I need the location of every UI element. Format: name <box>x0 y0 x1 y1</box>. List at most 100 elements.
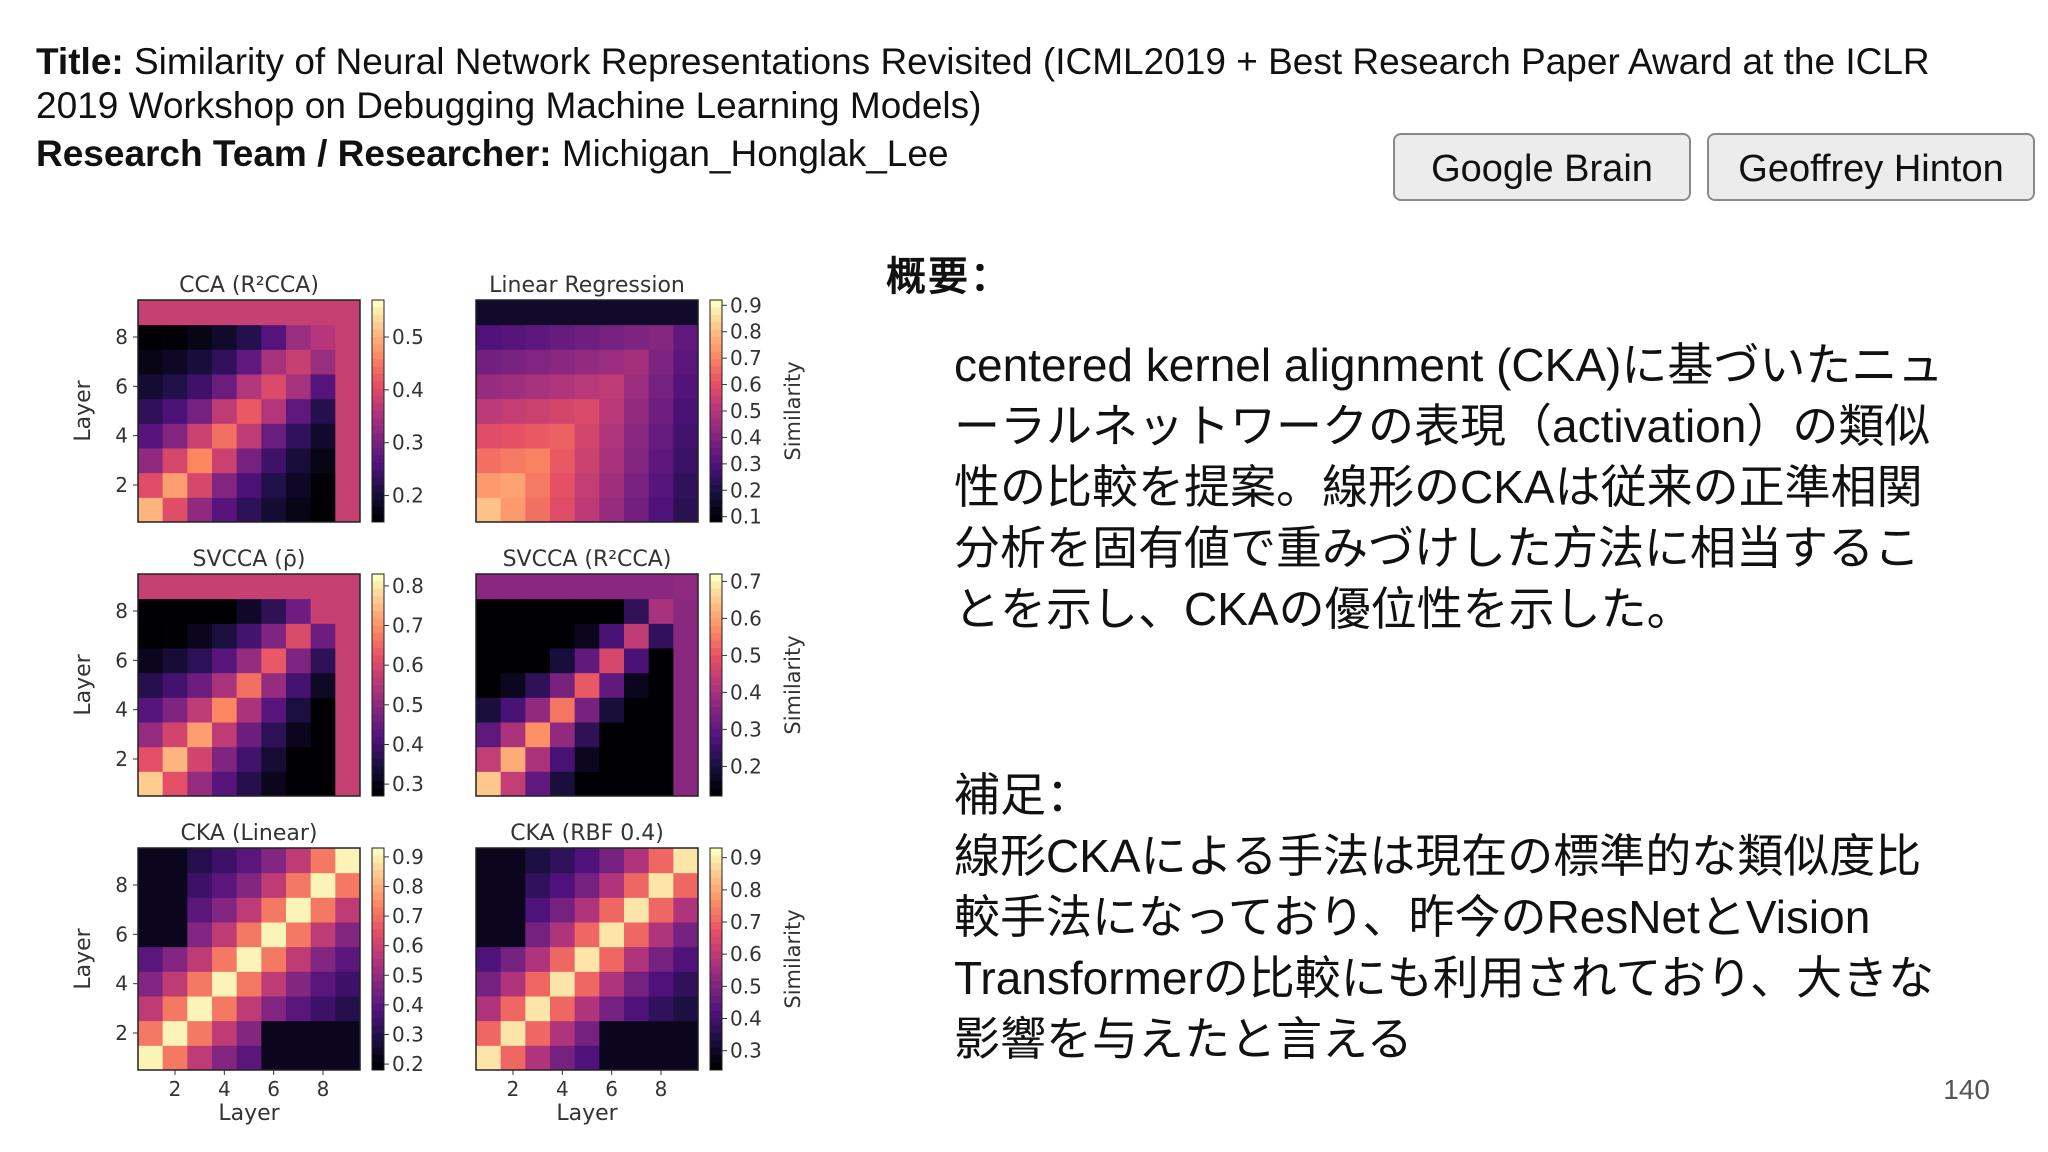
heatmap-cell <box>525 324 551 350</box>
heatmap-cell <box>648 897 674 923</box>
heatmap-cell <box>212 300 238 326</box>
heatmap-cell <box>648 300 674 326</box>
heatmap-title: CKA (RBF 0.4) <box>510 821 664 846</box>
y-tick-label: 8 <box>115 599 128 623</box>
colorbar-segment <box>372 455 384 464</box>
heatmap-frame <box>137 847 361 1071</box>
heatmap-cell <box>525 971 551 997</box>
heatmap-cell <box>624 497 650 523</box>
heatmap-cell <box>236 996 262 1022</box>
heatmap-cell <box>286 497 312 523</box>
researcher-line: Research Team / Researcher: Michigan_Hon… <box>36 133 949 175</box>
heatmap-cell <box>212 697 238 723</box>
heatmap-cell <box>500 598 526 624</box>
heatmap-cell <box>476 922 502 948</box>
heatmap-cell <box>476 598 502 624</box>
colorbar-segment <box>372 670 384 679</box>
heatmap-cell <box>261 300 287 326</box>
heatmap-cell <box>624 746 650 772</box>
heatmap-cell <box>648 922 674 948</box>
heatmap-cell <box>599 872 625 898</box>
colorbar-segment <box>372 433 384 442</box>
heatmap-cell <box>162 374 188 400</box>
heatmap-cell <box>138 848 164 874</box>
heatmap-cell <box>525 746 551 772</box>
heatmap-cell <box>236 1020 262 1046</box>
summary-label: 概要： <box>886 255 1012 299</box>
heatmap-cell <box>500 672 526 698</box>
heatmap-cell <box>286 946 312 972</box>
heatmap-cell <box>599 300 625 326</box>
heatmap-cell <box>162 349 188 375</box>
colorbar-segment <box>710 618 722 627</box>
heatmap-cell <box>673 1020 699 1046</box>
tag-google-brain[interactable]: Google Brain <box>1393 133 1691 201</box>
heatmap-cell <box>574 423 600 449</box>
heatmap-cell <box>261 746 287 772</box>
colorbar-tick-label: 0.3 <box>392 431 424 455</box>
heatmap-cell <box>335 472 361 498</box>
heatmap-cell <box>187 722 213 748</box>
y-tick-label: 2 <box>115 747 128 771</box>
heatmap-cell <box>138 1020 164 1046</box>
colorbar-segment <box>372 329 384 338</box>
heatmap-cell <box>476 697 502 723</box>
heatmap-cell <box>261 423 287 449</box>
heatmap-cell <box>236 746 262 772</box>
heatmap-cell <box>476 349 502 375</box>
heatmap-cell <box>261 1045 287 1071</box>
heatmap-cell <box>138 398 164 424</box>
heatmap-cell <box>673 971 699 997</box>
colorbar-segment <box>710 596 722 605</box>
heatmap-cell <box>574 1045 600 1071</box>
heatmap-cell <box>138 448 164 474</box>
heatmap-cell <box>212 324 238 350</box>
colorbar-segment <box>372 862 384 871</box>
heatmap-cell <box>261 648 287 674</box>
y-tick-label: 2 <box>115 473 128 497</box>
heatmap-cell <box>138 324 164 350</box>
colorbar-segment <box>710 966 722 975</box>
heatmap-cell <box>599 746 625 772</box>
heatmap-cell <box>138 672 164 698</box>
colorbar-segment <box>710 507 722 516</box>
colorbar-segment <box>710 351 722 360</box>
colorbar-segment <box>372 1025 384 1034</box>
tag-geoffrey-hinton[interactable]: Geoffrey Hinton <box>1707 133 2035 201</box>
heatmap-cell <box>335 398 361 424</box>
heatmap-cell <box>261 922 287 948</box>
heatmap-cell <box>261 472 287 498</box>
heatmap-cell <box>261 349 287 375</box>
heatmap-cell <box>212 872 238 898</box>
heatmap-cell <box>261 697 287 723</box>
heatmap-frame <box>475 573 699 797</box>
heatmap-cell <box>673 448 699 474</box>
heatmap-cell <box>624 672 650 698</box>
heatmap-frame <box>137 573 361 797</box>
heatmap-cell <box>476 672 502 698</box>
heatmap-cell <box>162 300 188 326</box>
heatmap-cell <box>212 746 238 772</box>
colorbar-segment <box>372 499 384 508</box>
colorbar-segment <box>710 899 722 908</box>
heatmap-cell <box>574 848 600 874</box>
heatmap-cell <box>550 872 576 898</box>
heatmap-cell <box>599 374 625 400</box>
heatmap-cell <box>286 672 312 698</box>
colorbar-segment <box>710 959 722 967</box>
heatmap-cell <box>550 946 576 972</box>
colorbar-segment <box>372 381 384 390</box>
colorbar-segment <box>372 418 384 427</box>
y-tick-label: 6 <box>115 648 128 672</box>
colorbar-segment <box>710 440 722 449</box>
colorbar-segment <box>710 648 722 656</box>
colorbar-segment <box>372 344 384 353</box>
heatmap-cell <box>138 996 164 1022</box>
heatmap-cell <box>673 398 699 424</box>
colorbar-segment <box>372 359 384 368</box>
y-tick-label: 8 <box>115 325 128 349</box>
heatmap-cell <box>261 574 287 600</box>
colorbar-segment <box>710 951 722 960</box>
colorbar-frame <box>371 573 385 797</box>
heatmap-cell <box>261 1020 287 1046</box>
